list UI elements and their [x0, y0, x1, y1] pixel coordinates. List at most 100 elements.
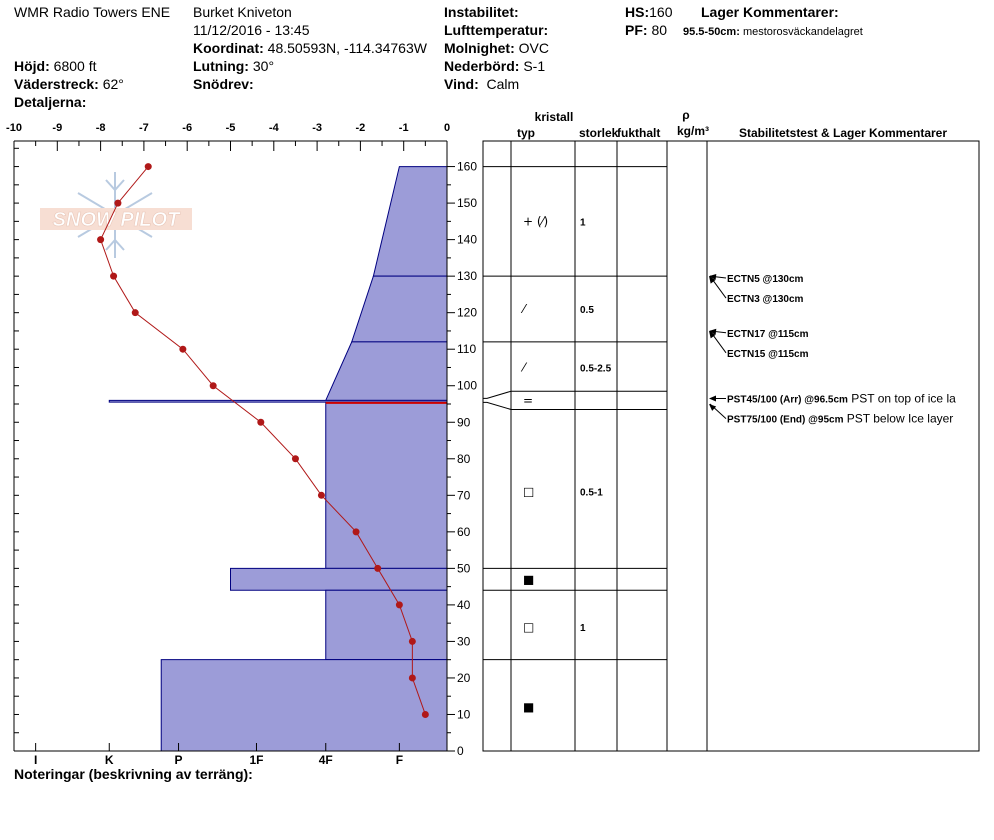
temp-tick-label: -2 [356, 122, 366, 134]
column-header-storlek: storlek [579, 126, 619, 140]
instability-field: Instabilitet: [444, 4, 519, 20]
test-arrow-head [709, 328, 717, 335]
temperature-point [209, 382, 217, 390]
slope-value: 30° [252, 58, 275, 74]
slope-field: Lutning: 30° [193, 58, 274, 74]
stability-test-label: PST45/100 (Arr) @96.5cm PST on top of ic… [727, 392, 956, 406]
temperature-point [291, 455, 299, 463]
depth-tick-label: 160 [457, 160, 477, 174]
crystal-size-value: 0.5-2.5 [580, 363, 612, 374]
details-label: Detaljerna: [14, 94, 87, 110]
sky-cover-label: Molnighet: [444, 40, 515, 56]
depth-tick-label: 130 [457, 269, 477, 283]
temperature-point [257, 418, 265, 426]
column-header-kristall: kristall [535, 110, 574, 124]
table-frame [482, 140, 980, 752]
snowpilot-logo: SNOW PILOT [40, 172, 192, 258]
hardness-layer-7 [160, 659, 448, 752]
temperature-profile-line [100, 166, 426, 715]
depth-tick-label: 60 [457, 525, 471, 539]
temp-tick-label: -10 [6, 122, 22, 134]
stability-test-label: ECTN3 @130cm [727, 294, 804, 305]
penetration-label: PF: [625, 22, 648, 38]
observer-name: Burket Kniveton [193, 4, 292, 20]
stability-test-label: ECTN5 @130cm [727, 274, 804, 285]
temperature-point [352, 528, 360, 536]
temperature-point [408, 674, 416, 682]
hardness-layer-0 [372, 166, 448, 277]
depth-tick-label: 140 [457, 233, 477, 247]
elevation-value: 6800 ft [53, 58, 97, 74]
depth-tick-label: 100 [457, 379, 477, 393]
depth-tick-label: 110 [457, 342, 476, 356]
depth-tick-label: 40 [457, 598, 471, 612]
temperature-point [317, 491, 325, 499]
temperature-point [97, 236, 105, 244]
hardness-temperature-plot: -10 -9 -8 -7 -6 -5 -4 -3 -2 -1 0010203040506070809… [6, 122, 477, 767]
aspect-field: Väderstreck: 62° [14, 76, 124, 92]
temp-tick-label: -8 [96, 122, 106, 134]
hardness-layer-4 [325, 401, 448, 569]
temperature-point [421, 710, 429, 718]
temp-tick-label: -5 [226, 122, 236, 134]
temperature-point [395, 601, 403, 609]
temp-tick-label: -4 [269, 122, 280, 134]
test-arrow-head [709, 395, 716, 402]
temperature-point [114, 199, 122, 207]
depth-tick-label: 20 [457, 671, 471, 685]
aspect-value: 62° [102, 76, 124, 92]
temp-tick-label: -7 [139, 122, 149, 134]
precipitation-field: Nederbörd: S-1 [444, 58, 545, 74]
crystal-size-value: 0.5 [580, 305, 594, 316]
depth-tick-label: 150 [457, 196, 477, 210]
instability-label: Instabilitet: [444, 4, 519, 20]
temperature-point [110, 272, 118, 280]
hardness-tick-label: 1F [249, 753, 263, 767]
stability-test-label: PST75/100 (End) @95cm PST below Ice laye… [727, 412, 953, 426]
coordinate-field: Koordinat: 48.50593N, -114.34763W [193, 40, 427, 56]
wind-value: Calm [486, 76, 520, 92]
hardness-layer-5 [230, 567, 448, 591]
observation-datetime: 11/12/2016 - 13:45 [193, 22, 310, 38]
wind-field: Vind: Calm [444, 76, 519, 92]
layer-comment-range: 95.5-50cm: [683, 26, 740, 38]
penetration-value: 80 [651, 22, 668, 38]
aspect-label: Väderstreck: [14, 76, 99, 92]
wind-loading-field: Snödrev: [193, 76, 254, 92]
crystal-size-value: 1 [580, 217, 586, 228]
crystal-size-value: 1 [580, 623, 586, 634]
crystal-size-value: 0.5-1 [580, 488, 603, 499]
coordinate-value: 48.50593N, -114.34763W [267, 40, 427, 56]
column-header-stabilitet: Stabilitetstest & Lager Kommentarer [739, 126, 947, 140]
wind-label: Vind: [444, 76, 479, 92]
hardness-layer-6 [325, 589, 448, 661]
depth-tick-label: 90 [457, 415, 471, 429]
test-arrow-head [709, 273, 717, 280]
hardness-tick-label: P [175, 753, 183, 767]
details-field: Detaljerna: [14, 94, 86, 110]
hardness-tick-label: K [105, 753, 114, 767]
hardness-tick-label: F [396, 753, 403, 767]
sky-cover-value: OVC [518, 40, 549, 56]
air-temp-field: Lufttemperatur: [444, 22, 548, 38]
thin-layer-connector-bottom [483, 401, 512, 410]
stability-test-label: ECTN15 @115cm [727, 349, 809, 360]
temp-tick-label: -9 [52, 122, 62, 134]
column-header-typ: typ [517, 126, 535, 140]
precipitation-label: Nederbörd: [444, 58, 520, 74]
hardness-layer-1 [351, 275, 448, 343]
layer-comments-title: Lager Kommentarer: [701, 4, 839, 20]
snow-height-label: HS: [625, 4, 650, 20]
hardness-layer-2 [324, 341, 448, 401]
test-arrow-head [709, 276, 716, 284]
wind-loading-label: Snödrev: [193, 76, 254, 92]
depth-tick-label: 30 [457, 634, 471, 648]
stability-test-label: ECTN17 @115cm [727, 329, 809, 340]
depth-tick-label: 120 [457, 306, 477, 320]
layer-comment-line: 95.5-50cm: mestorosväckandelagret [683, 24, 863, 40]
snow-height-value: 160 [649, 4, 673, 20]
slope-label: Lutning: [193, 58, 249, 74]
elevation-label: Höjd: [14, 58, 50, 74]
